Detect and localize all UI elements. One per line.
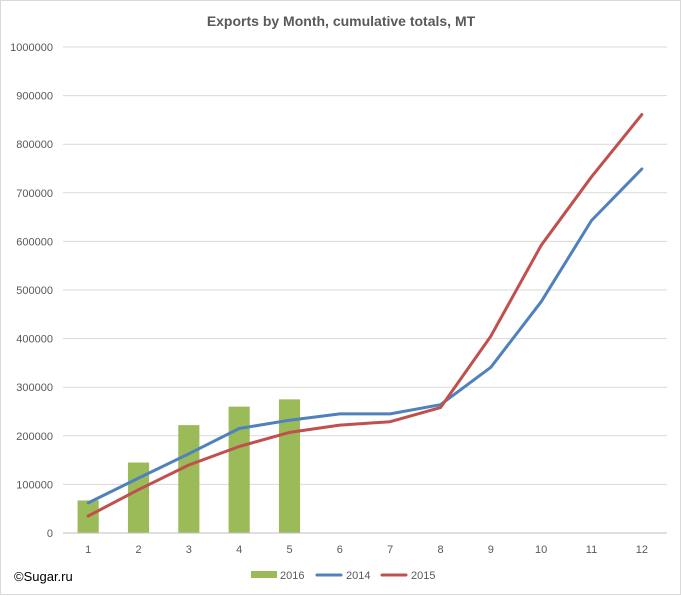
y-tick-label: 0 <box>47 528 53 540</box>
y-tick-label: 800000 <box>16 139 53 151</box>
x-tick-label: 2 <box>135 544 141 556</box>
legend-label-2016: 2016 <box>280 570 304 582</box>
bar-2016-4 <box>228 406 250 533</box>
y-tick-label: 600000 <box>16 236 53 248</box>
y-tick-label: 200000 <box>16 431 53 443</box>
legend-swatch-2016 <box>251 571 277 578</box>
legend-label-2014: 2014 <box>346 570 370 582</box>
y-tick-label: 700000 <box>16 188 53 200</box>
y-tick-label: 1000000 <box>10 42 53 54</box>
x-axis: 1 2 3 4 5 6 7 8 9 10 11 12 <box>63 532 667 556</box>
x-tick-label: 6 <box>337 544 343 556</box>
line-series-2014 <box>86 167 644 505</box>
y-tick-label: 400000 <box>16 334 53 346</box>
gridlines <box>63 46 667 485</box>
copyright-credit: ©Sugar.ru <box>14 569 73 584</box>
y-tick-label: 100000 <box>16 479 53 491</box>
x-tick-label: 12 <box>636 544 648 556</box>
y-tick-label: 500000 <box>16 285 53 297</box>
line-series <box>86 113 644 518</box>
y-axis-tick-labels: 0 100000 200000 300000 400000 500000 600000 700… <box>10 42 53 540</box>
chart-title: Exports by Month, cumulative totals, MT <box>207 13 476 29</box>
x-tick-label: 10 <box>535 544 547 556</box>
x-tick-label: 7 <box>387 544 393 556</box>
x-tick-label: 8 <box>437 544 443 556</box>
x-tick-label: 5 <box>286 544 292 556</box>
x-tick-label: 9 <box>488 544 494 556</box>
bar-2016-3 <box>178 425 200 533</box>
y-tick-label: 900000 <box>16 91 53 103</box>
y-tick-label: 300000 <box>16 382 53 394</box>
x-tick-label: 4 <box>236 544 242 556</box>
x-tick-label: 1 <box>85 544 91 556</box>
legend: 2016 2014 2015 <box>251 570 435 582</box>
legend-label-2015: 2015 <box>411 570 435 582</box>
x-tick-label: 3 <box>186 544 192 556</box>
line-series-2015 <box>86 113 644 518</box>
x-tick-label: 11 <box>586 544 597 556</box>
